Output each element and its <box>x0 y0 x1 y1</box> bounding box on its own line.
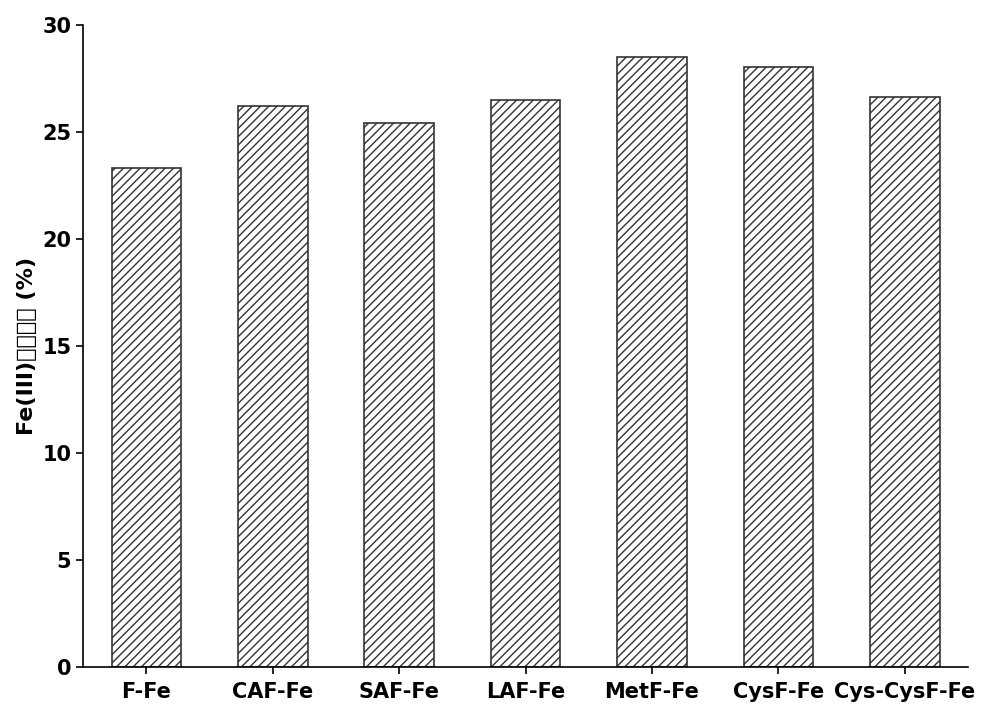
Bar <box>870 98 940 667</box>
Bar <box>491 100 560 667</box>
Bar <box>364 123 434 667</box>
Bar <box>112 168 181 667</box>
Bar <box>617 57 687 667</box>
Bar <box>238 106 308 667</box>
Bar <box>744 68 813 667</box>
Y-axis label: Fe(III)质量分数 (%): Fe(III)质量分数 (%) <box>17 257 37 435</box>
